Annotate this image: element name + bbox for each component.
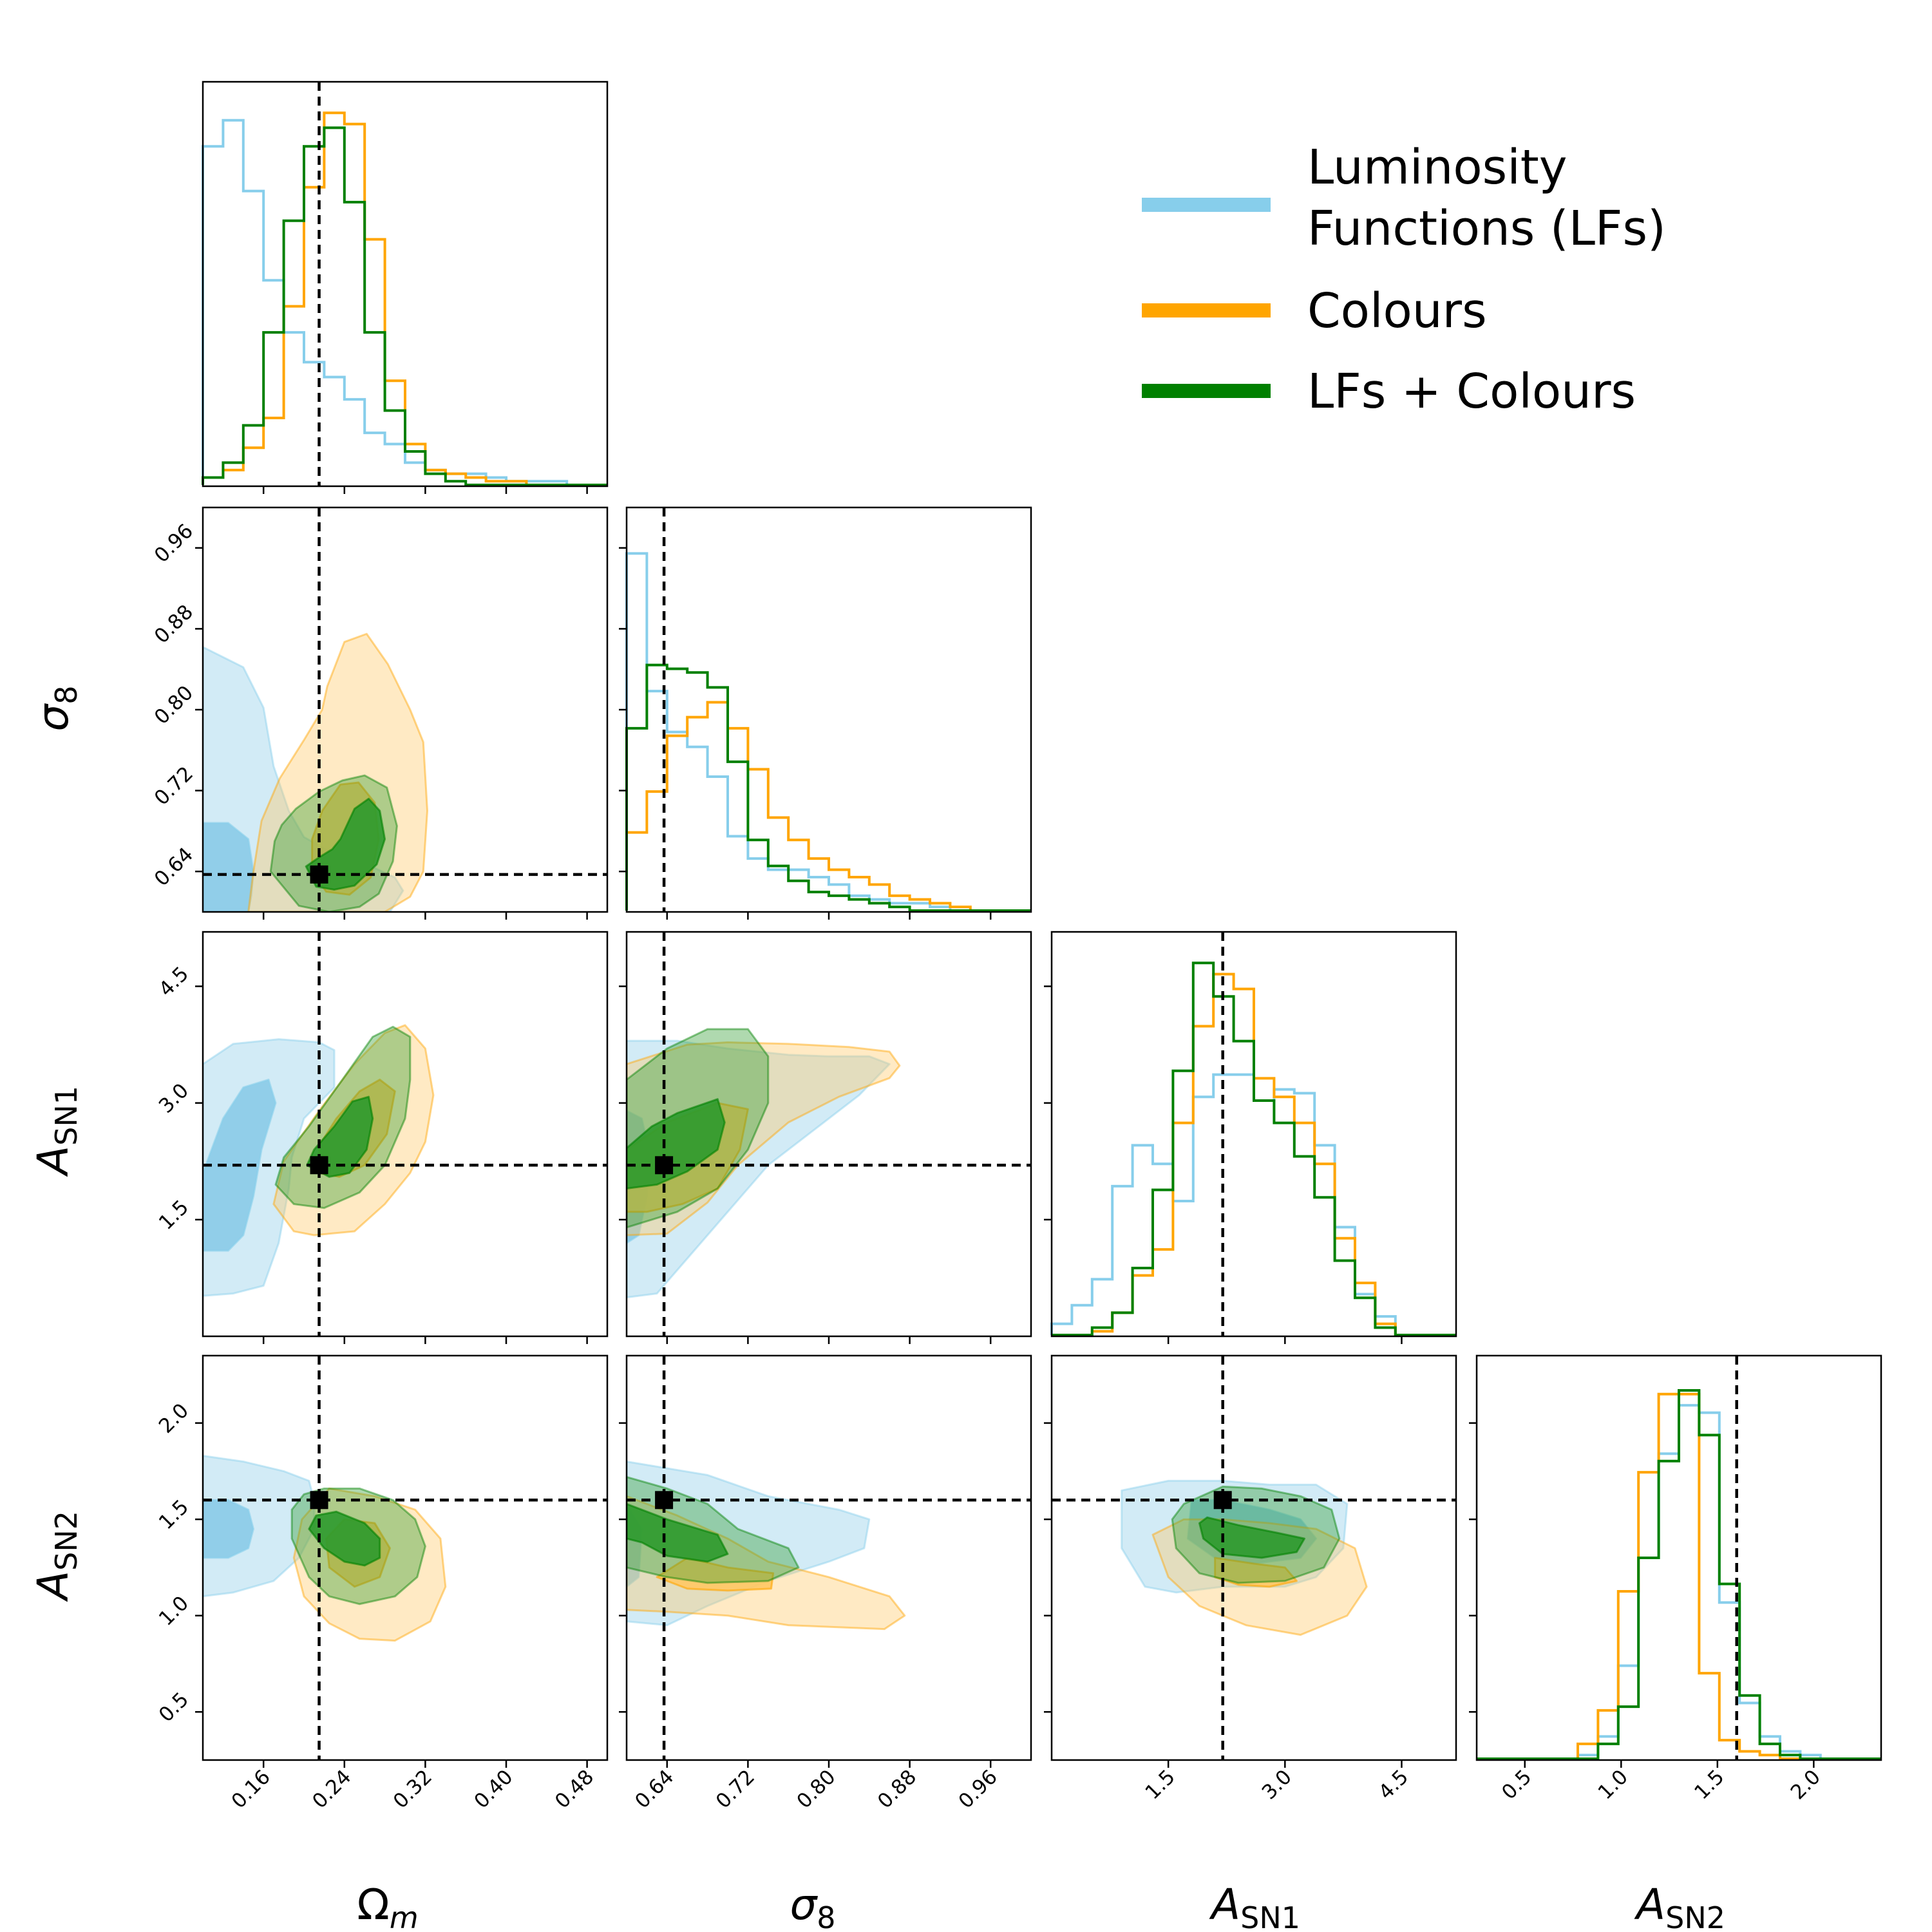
panel-asn2_vs_sigma8 xyxy=(625,1354,1032,1761)
contour-combined-inner xyxy=(308,1510,381,1567)
panel-asn1_vs_omega_m xyxy=(202,931,609,1338)
truth-marker xyxy=(310,865,328,884)
contour-combined-inner xyxy=(627,1502,729,1563)
x-tick-label-omega_m: 0.24 xyxy=(308,1765,355,1813)
contour-layer xyxy=(203,632,429,912)
panel-background xyxy=(203,507,607,912)
truth-marker xyxy=(310,1491,328,1510)
y-tick-label-asn2: 1.5 xyxy=(155,1495,193,1534)
truth-marker xyxy=(1213,1491,1232,1510)
x-label-asn1: ASN1 xyxy=(1209,1880,1300,1932)
legend: Luminosity Functions (LFs) Colours LFs +… xyxy=(1142,140,1666,419)
legend-label-lfs-line1: Luminosity xyxy=(1307,140,1567,195)
x-tick-label-asn2: 2.0 xyxy=(1786,1765,1825,1804)
x-tick-label-sigma8: 0.96 xyxy=(954,1765,1002,1813)
x-tick-label-sigma8: 0.64 xyxy=(630,1765,678,1813)
y-tick-label-asn2: 0.5 xyxy=(155,1688,193,1727)
contour-layer xyxy=(627,1028,901,1299)
histogram-combined-sigma8 xyxy=(625,663,1031,912)
panel-frame xyxy=(1050,931,1457,1338)
x-label-sigma8: σ8 xyxy=(790,1880,835,1932)
y-tick-label-asn1: 4.5 xyxy=(155,962,193,1001)
histogram-combined-omega_m xyxy=(202,126,607,486)
contour-layer xyxy=(203,1455,447,1642)
panel-asn2-marginal xyxy=(1475,1354,1882,1761)
y-label-asn2: ASN2 xyxy=(28,1511,84,1602)
panel-asn2_vs_asn1 xyxy=(1050,1354,1457,1761)
y-tick-label-asn2: 1.0 xyxy=(155,1591,193,1630)
y-tick-label-asn1: 1.5 xyxy=(155,1196,193,1235)
y-tick-label-sigma8: 0.80 xyxy=(150,681,198,729)
x-tick-label-asn1: 1.5 xyxy=(1141,1765,1179,1804)
contour-combined-inner xyxy=(627,1098,726,1190)
panel-frame xyxy=(1050,1354,1457,1761)
panel-omega_m-marginal xyxy=(202,80,609,488)
panel-asn2_vs_omega_m xyxy=(202,1354,609,1761)
panel-background xyxy=(203,1356,607,1760)
truth-marker xyxy=(655,1156,674,1175)
contour-lfs-inner xyxy=(203,1499,254,1559)
x-tick-label-omega_m: 0.32 xyxy=(389,1765,437,1813)
panel-asn1-marginal xyxy=(1050,931,1457,1338)
y-axis-labels: σ8 ASN1 ASN2 xyxy=(28,685,84,1602)
histogram-lfs-sigma8 xyxy=(625,552,1031,912)
panel-sigma8-marginal xyxy=(625,506,1032,913)
panel-frame xyxy=(202,80,609,488)
panel-frame xyxy=(202,1354,609,1761)
contour-lfs-outer xyxy=(627,1039,891,1299)
x-tick-label-omega_m: 0.40 xyxy=(469,1765,517,1813)
contour-colours-inner xyxy=(656,1557,775,1592)
truth-marker xyxy=(655,1491,674,1510)
panel-background xyxy=(203,932,607,1336)
panel-frame xyxy=(1475,1354,1882,1761)
panels-layer: 0.64 0.72 0.80 0.88 0.96 1.5 3.0 4.5 0.16 0.24 0.3… xyxy=(150,80,1882,1813)
histogram-combined-asn2 xyxy=(1477,1389,1881,1760)
y-tick-label-sigma8: 0.72 xyxy=(150,762,198,810)
x-tick-label-sigma8: 0.88 xyxy=(873,1765,921,1813)
y-tick-label-asn1: 3.0 xyxy=(155,1079,193,1117)
y-label-asn1: ASN1 xyxy=(28,1086,84,1177)
y-tick-label-asn2: 2.0 xyxy=(155,1399,193,1437)
truth-marker xyxy=(310,1156,328,1175)
x-tick-label-asn1: 4.5 xyxy=(1374,1765,1413,1804)
x-tick-label-asn2: 1.5 xyxy=(1690,1765,1728,1804)
x-tick-label-asn2: 1.0 xyxy=(1594,1765,1633,1804)
legend-label-combined: LFs + Colours xyxy=(1307,364,1636,419)
contour-colours-inner xyxy=(1214,1557,1298,1588)
histogram-lfs-asn1 xyxy=(1050,1073,1456,1336)
y-tick-label-sigma8: 0.96 xyxy=(150,520,198,567)
y-tick-label-sigma8: 0.64 xyxy=(150,843,198,891)
y-tick-label-sigma8: 0.88 xyxy=(150,600,198,648)
x-label-omega-m: Ωm xyxy=(357,1880,418,1932)
x-tick-label-omega_m: 0.48 xyxy=(551,1765,598,1813)
panel-sigma8_vs_omega_m xyxy=(202,506,609,913)
panel-frame xyxy=(202,931,609,1338)
histogram-combined-asn1 xyxy=(1052,961,1456,1336)
x-tick-label-omega_m: 0.16 xyxy=(227,1765,275,1813)
x-tick-label-asn1: 3.0 xyxy=(1258,1765,1296,1804)
legend-label-colours: Colours xyxy=(1307,283,1487,339)
y-label-sigma8: σ8 xyxy=(28,685,84,731)
x-label-asn2: ASN2 xyxy=(1634,1880,1725,1932)
histogram-colours-sigma8 xyxy=(625,701,1031,912)
panel-asn1_vs_sigma8 xyxy=(625,931,1032,1338)
x-tick-label-asn2: 0.5 xyxy=(1497,1765,1536,1804)
panel-background xyxy=(627,507,1031,912)
x-tick-label-sigma8: 0.80 xyxy=(792,1765,840,1813)
histogram-colours-omega_m xyxy=(202,111,607,486)
contour-combined-inner xyxy=(1198,1516,1305,1559)
legend-label-lfs-line2: Functions (LFs) xyxy=(1307,201,1666,256)
contour-layer xyxy=(1121,1479,1368,1636)
contour-lfs-inner xyxy=(203,822,254,912)
x-tick-label-sigma8: 0.72 xyxy=(712,1765,759,1813)
x-axis-labels: Ωm σ8 ASN1 ASN2 xyxy=(357,1880,1725,1932)
